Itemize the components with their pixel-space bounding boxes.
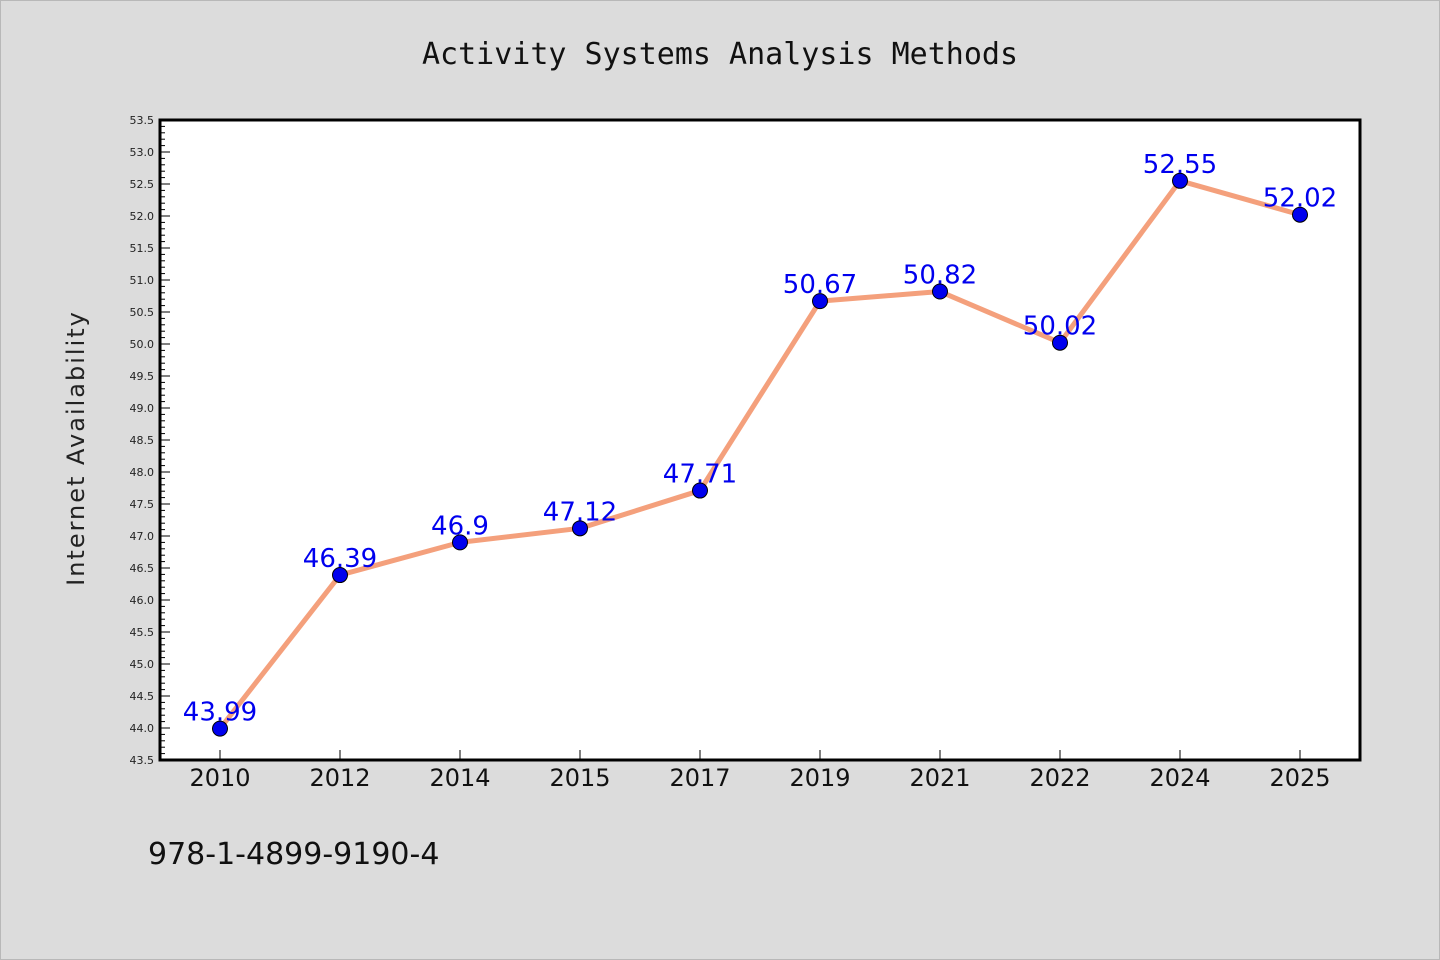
y-axis-label: Internet Availability [62, 310, 90, 586]
x-tick-label: 2010 [189, 764, 250, 792]
chart-title: Activity Systems Analysis Methods [422, 37, 1018, 72]
plot-area [158, 118, 1362, 762]
data-point [812, 293, 828, 310]
data-label: 52.55 [1143, 150, 1217, 180]
x-tick-label: 2019 [789, 764, 850, 792]
data-point [692, 482, 708, 499]
data-point [572, 520, 588, 537]
y-tick-label: 50.0 [130, 338, 155, 351]
series-layer [212, 172, 1308, 737]
y-tick-label: 49.5 [130, 370, 155, 383]
y-tick-label: 46.5 [130, 562, 155, 575]
data-point [1172, 172, 1188, 189]
y-tick-label: 44.5 [130, 690, 155, 703]
y-tick-label: 43.5 [130, 754, 155, 767]
y-tick-label: 53.5 [130, 114, 155, 127]
data-label: 50.67 [783, 270, 857, 300]
data-labels: 43.99 46.39 46.9 47.12 47.71 50.67 50.82 50.02 5… [183, 150, 1337, 728]
y-tick-label: 52.0 [130, 210, 155, 223]
x-tick-label: 2014 [429, 764, 490, 792]
y-tick-label: 47.5 [130, 498, 155, 511]
data-label: 47.71 [663, 460, 737, 490]
x-tick-label: 2024 [1149, 764, 1210, 792]
data-label: 50.02 [1023, 312, 1097, 342]
y-tick-label: 53.0 [130, 146, 155, 159]
series-line [217, 178, 1303, 732]
data-label: 50.82 [903, 261, 977, 291]
data-label: 43.99 [183, 698, 257, 728]
data-point [1052, 334, 1068, 351]
x-tick-label: 2021 [909, 764, 970, 792]
data-label: 47.12 [543, 497, 617, 527]
data-label: 52.02 [1263, 184, 1337, 214]
y-tick-label: 48.0 [130, 466, 155, 479]
data-label: 46.9 [431, 511, 489, 541]
data-point [212, 720, 228, 737]
y-axis-ticks: 43.5 44.0 44.5 45.0 45.5 46.0 46.5 47.0 47.5 48.0… [130, 114, 170, 767]
x-tick-label: 2015 [549, 764, 610, 792]
isbn-text: 978-1-4899-9190-4 [148, 837, 439, 872]
x-tick-label: 2012 [309, 764, 370, 792]
y-tick-label: 47.0 [130, 530, 155, 543]
y-tick-label: 46.0 [130, 594, 155, 607]
x-tick-label: 2022 [1029, 764, 1090, 792]
y-tick-label: 49.0 [130, 402, 155, 415]
data-point [932, 283, 948, 300]
data-point [452, 534, 468, 551]
y-tick-label: 44.0 [130, 722, 155, 735]
data-point [1292, 206, 1308, 223]
x-tick-label: 2017 [669, 764, 730, 792]
data-point [332, 567, 348, 584]
y-tick-label: 45.0 [130, 658, 155, 671]
y-tick-label: 48.5 [130, 434, 155, 447]
y-tick-label: 50.5 [130, 306, 155, 319]
x-axis-ticks: 2010 2012 2014 2015 2017 2019 2021 2022 2024 2025 [189, 750, 1331, 792]
y-tick-label: 45.5 [130, 626, 155, 639]
data-label: 46.39 [303, 544, 377, 574]
y-tick-label: 52.5 [130, 178, 155, 191]
y-tick-label: 51.5 [130, 242, 155, 255]
y-tick-label: 51.0 [130, 274, 155, 287]
x-tick-label: 2025 [1269, 764, 1330, 792]
